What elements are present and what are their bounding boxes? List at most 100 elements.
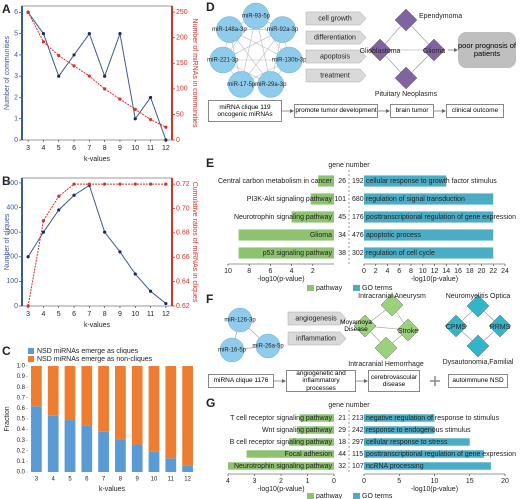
legend-label: GO terms [362, 285, 393, 292]
point [103, 87, 107, 91]
line [27, 11, 167, 128]
point [133, 272, 137, 276]
y-tick-label: 0.62 [176, 303, 190, 310]
y2-axis-label: Cumulative ratios of miRNAs in cliques [191, 182, 198, 303]
pathway-label: p53 signaling pathway [263, 250, 333, 257]
point [57, 74, 61, 78]
disease-label: Intracranial Hemorrhage [348, 361, 424, 368]
legend-swatch [28, 348, 34, 354]
y-tick-label: 300 [6, 229, 18, 236]
y-tick-label: 150 [176, 60, 188, 67]
gene-count: 45 [338, 214, 346, 221]
point [164, 125, 168, 129]
bar [238, 247, 334, 259]
point [148, 95, 153, 100]
diamond [353, 314, 377, 338]
x-tick-label: 10 [131, 145, 139, 152]
mirna-node [269, 16, 296, 43]
legend-label: NSD miRNAs emerge as non-cliques [37, 356, 153, 363]
mirna-label: miR-126-3p [224, 318, 256, 324]
point [87, 182, 91, 186]
x-axis-label: -log10(p-value) [257, 276, 304, 283]
x-tick-label: 2 [279, 478, 283, 485]
disease-label: Intracranial Aneurysm [358, 293, 426, 300]
point [72, 182, 76, 186]
go-term-label: ncRNA processing [366, 463, 424, 470]
bar [291, 211, 334, 223]
legend-swatch [307, 285, 314, 291]
legend-swatch [353, 285, 360, 291]
x-axis-label: -log10(p-value) [257, 486, 304, 493]
gene-count: 34 [338, 232, 346, 239]
flow-step-box: promote tumor development [294, 104, 378, 118]
line [27, 183, 166, 307]
y-tick-label: 0.7 [17, 395, 26, 401]
bar [238, 229, 334, 241]
arrow-head [282, 379, 286, 383]
y-tick-label: 0.1 [17, 459, 26, 465]
gene-count: 107 [352, 463, 364, 470]
plot-frame [21, 177, 173, 307]
y-tick-label: 2 [14, 94, 18, 101]
y-tick-label: 0.2 [17, 448, 26, 454]
y-tick-label: 0.6 [17, 406, 26, 412]
bar [364, 450, 484, 458]
panel-label: E [206, 156, 214, 170]
gene-count: 192 [352, 178, 364, 185]
x-tick-label: 10 [131, 311, 139, 318]
flow-step: promote tumor development [294, 104, 378, 118]
process-label: treatment [320, 72, 350, 79]
y-tick-label: 0.0 [17, 470, 26, 476]
flow-step-box: angiogenetic and inflammatory processes [286, 370, 356, 392]
disease-label-box: Moyamoya Disease [340, 319, 372, 333]
x-tick-label: 4 [41, 311, 45, 318]
x-tick-label: 4 [290, 268, 294, 275]
bar-segment [131, 444, 143, 472]
panel-label: D [206, 0, 215, 14]
disease-label: Pituitary Neoplasms [375, 91, 438, 98]
flow-step-box: miRNA clique 119 oncogenic miRNAs [208, 100, 282, 122]
diamond [466, 294, 490, 318]
gene-count: 26 [338, 178, 346, 185]
disease-label: RRMS [490, 324, 511, 331]
point [133, 107, 137, 111]
bar-segment [182, 465, 193, 472]
x-axis-label: k-values [84, 156, 111, 163]
bar-segment [115, 366, 126, 440]
legend-label: pathway [316, 493, 343, 499]
arrow-shape [305, 30, 367, 45]
point [103, 182, 107, 186]
bar [318, 175, 334, 187]
go-term-label: regulation of cell cycle [366, 250, 435, 257]
process-label: cell growth [318, 15, 352, 22]
flow-step-box: miRNA clique 1176 [208, 374, 274, 388]
process-label: inflammation [296, 335, 336, 342]
gene-count: 476 [352, 232, 364, 239]
pathway-label: Neurotrophin signaling pathway [234, 463, 333, 470]
x-tick-label: 10 [224, 268, 232, 275]
diamond [394, 8, 418, 32]
x-tick-label: 3 [253, 478, 257, 485]
y-tick-label: 0 [14, 303, 18, 310]
x-tick-label: 0 [362, 268, 366, 275]
x-tick-label: 8 [247, 268, 251, 275]
y-tick-label: 100 [176, 86, 188, 93]
legend-label: pathway [316, 285, 343, 292]
outcome-label: poor prognosis of patients [458, 40, 516, 58]
x-tick-label: 1 [306, 478, 310, 485]
gene-count: 21 [338, 415, 346, 422]
gene-count: 297 [352, 439, 364, 446]
x-tick-label: 3 [26, 311, 30, 318]
y2-axis-label: Number of miRNAs in communities [191, 19, 198, 128]
pathway-label: T cell receptor signaling pathway [230, 415, 332, 422]
point [57, 208, 61, 212]
process-label: apoptosis [320, 53, 350, 60]
legend-swatch [28, 356, 34, 362]
bar [364, 211, 494, 223]
bar [364, 193, 494, 205]
y-tick-label: 0 [176, 137, 180, 144]
disease-label: Ependymoma [419, 13, 462, 20]
gene-count: 213 [352, 415, 364, 422]
point [133, 117, 137, 121]
flow-step: miRNA clique 1176 [208, 374, 274, 388]
